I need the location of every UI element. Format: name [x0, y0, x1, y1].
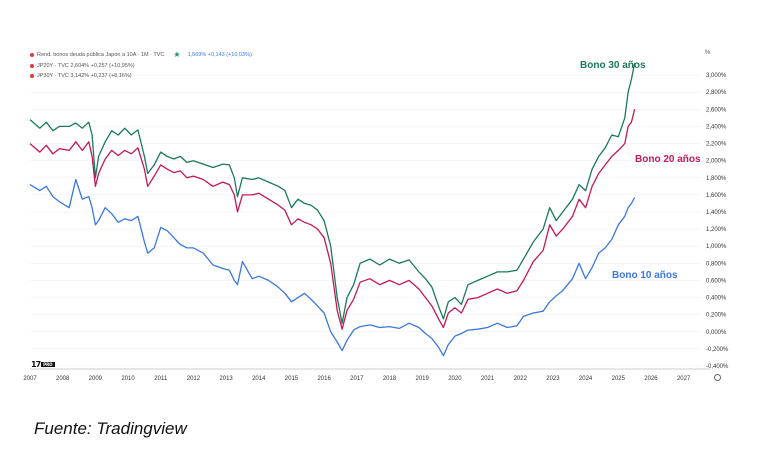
- x-tick-label: 2008: [56, 376, 70, 382]
- source-caption: Fuente: Tradingview: [34, 419, 187, 438]
- x-tick-label: 2023: [546, 376, 560, 382]
- star-icon[interactable]: ★: [173, 50, 181, 59]
- legend-label-10y: Rend. bonos deuda pública Japón a 10A · …: [37, 52, 165, 58]
- clock-icon[interactable]: [714, 374, 721, 381]
- logo-tag: PRO: [41, 362, 55, 367]
- y-tick-label: 0,600%: [706, 278, 727, 284]
- legend-row-10y[interactable]: Rend. bonos deuda pública Japón a 10A · …: [30, 50, 252, 61]
- x-axis: 2007 2008 2009 2010 2011 2012 2013 2014 2015 2016…: [23, 376, 691, 382]
- x-tick-label: 2009: [89, 376, 103, 382]
- series-line-bono-20-anos: [29, 109, 636, 330]
- x-tick-label: 2027: [677, 376, 691, 382]
- y-tick-label: 0,000%: [706, 330, 727, 336]
- y-tick-label: 1,200%: [706, 227, 727, 233]
- label-bono30: Bono 30 años: [580, 60, 646, 71]
- x-tick-label: 2020: [448, 376, 462, 382]
- x-tick-label: 2007: [23, 376, 37, 382]
- logo-text: 17: [31, 360, 41, 369]
- y-tick-label: -0,200%: [706, 347, 729, 353]
- y-axis: 3,000% 2,800% 2,600% 2,400% 2,200% 2,000% 1,80…: [706, 73, 729, 370]
- x-tick-label: 2022: [514, 376, 528, 382]
- legend-dot-30y: [30, 74, 34, 79]
- y-tick-label: 2,000%: [706, 159, 727, 165]
- y-tick-label: 1,000%: [706, 244, 727, 250]
- y-tick-label: 1,600%: [706, 193, 727, 199]
- x-tick-label: 2011: [154, 376, 168, 382]
- legend-row-20y[interactable]: JP20Y · TVC 2,604% +0,257 (+10,95%): [30, 61, 252, 72]
- y-axis-unit: %: [705, 50, 711, 56]
- legend-row-30y[interactable]: JP30Y · TVC 3,142% +0,237 (+8,16%): [30, 71, 252, 82]
- x-tick-label: 2021: [481, 376, 495, 382]
- x-tick-label: 2012: [187, 376, 201, 382]
- series-line-bono-30-anos: [29, 62, 636, 324]
- x-tick-label: 2014: [252, 376, 266, 382]
- x-tick-label: 2026: [644, 376, 658, 382]
- x-tick-label: 2024: [579, 376, 593, 382]
- y-tick-label: 0,200%: [706, 313, 727, 319]
- x-tick-label: 2013: [219, 376, 233, 382]
- x-tick-label: 2018: [383, 376, 397, 382]
- label-bono10: Bono 10 años: [612, 270, 678, 281]
- x-tick-label: 2017: [350, 376, 364, 382]
- legend-label-20y: JP20Y · TVC 2,604% +0,257 (+10,95%): [37, 62, 135, 69]
- legend-dot-10y: [30, 53, 34, 58]
- x-tick-label: 2015: [285, 376, 299, 382]
- label-bono20: Bono 20 años: [635, 154, 701, 165]
- y-tick-label: -0,400%: [706, 364, 729, 370]
- series-lines: [29, 62, 636, 357]
- y-tick-label: 2,600%: [706, 107, 727, 113]
- y-tick-label: 1,400%: [706, 210, 727, 216]
- series-line-bono-10-anos: [29, 178, 636, 357]
- x-tick-label: 2025: [612, 376, 626, 382]
- y-tick-label: 3,000%: [706, 73, 727, 79]
- legend-dot-20y: [30, 63, 34, 68]
- line-chart: 3,000% 2,800% 2,600% 2,400% 2,200% 2,000% 1,80…: [23, 62, 729, 382]
- y-tick-label: 0,400%: [706, 296, 727, 302]
- legend-label-30y: JP30Y · TVC 3,142% +0,237 (+8,16%): [37, 73, 132, 79]
- y-tick-label: 2,400%: [706, 124, 727, 130]
- x-tick-label: 2010: [121, 376, 135, 382]
- chart-legend: Rend. bonos deuda pública Japón a 10A · …: [30, 50, 252, 82]
- x-tick-label: 2016: [317, 376, 331, 382]
- y-tick-label: 2,200%: [706, 142, 727, 148]
- x-tick-label: 2019: [416, 376, 430, 382]
- legend-value-10y: 1,569% +0,143 (+10,03%): [187, 52, 252, 58]
- y-tick-label: 1,800%: [706, 176, 727, 182]
- y-tick-label: 2,800%: [706, 90, 727, 96]
- tradingview-logo: 17 PRO: [31, 360, 55, 369]
- y-tick-label: 0,800%: [706, 261, 727, 267]
- chart-container: 3,000% 2,800% 2,600% 2,400% 2,200% 2,000% 1,80…: [23, 50, 729, 382]
